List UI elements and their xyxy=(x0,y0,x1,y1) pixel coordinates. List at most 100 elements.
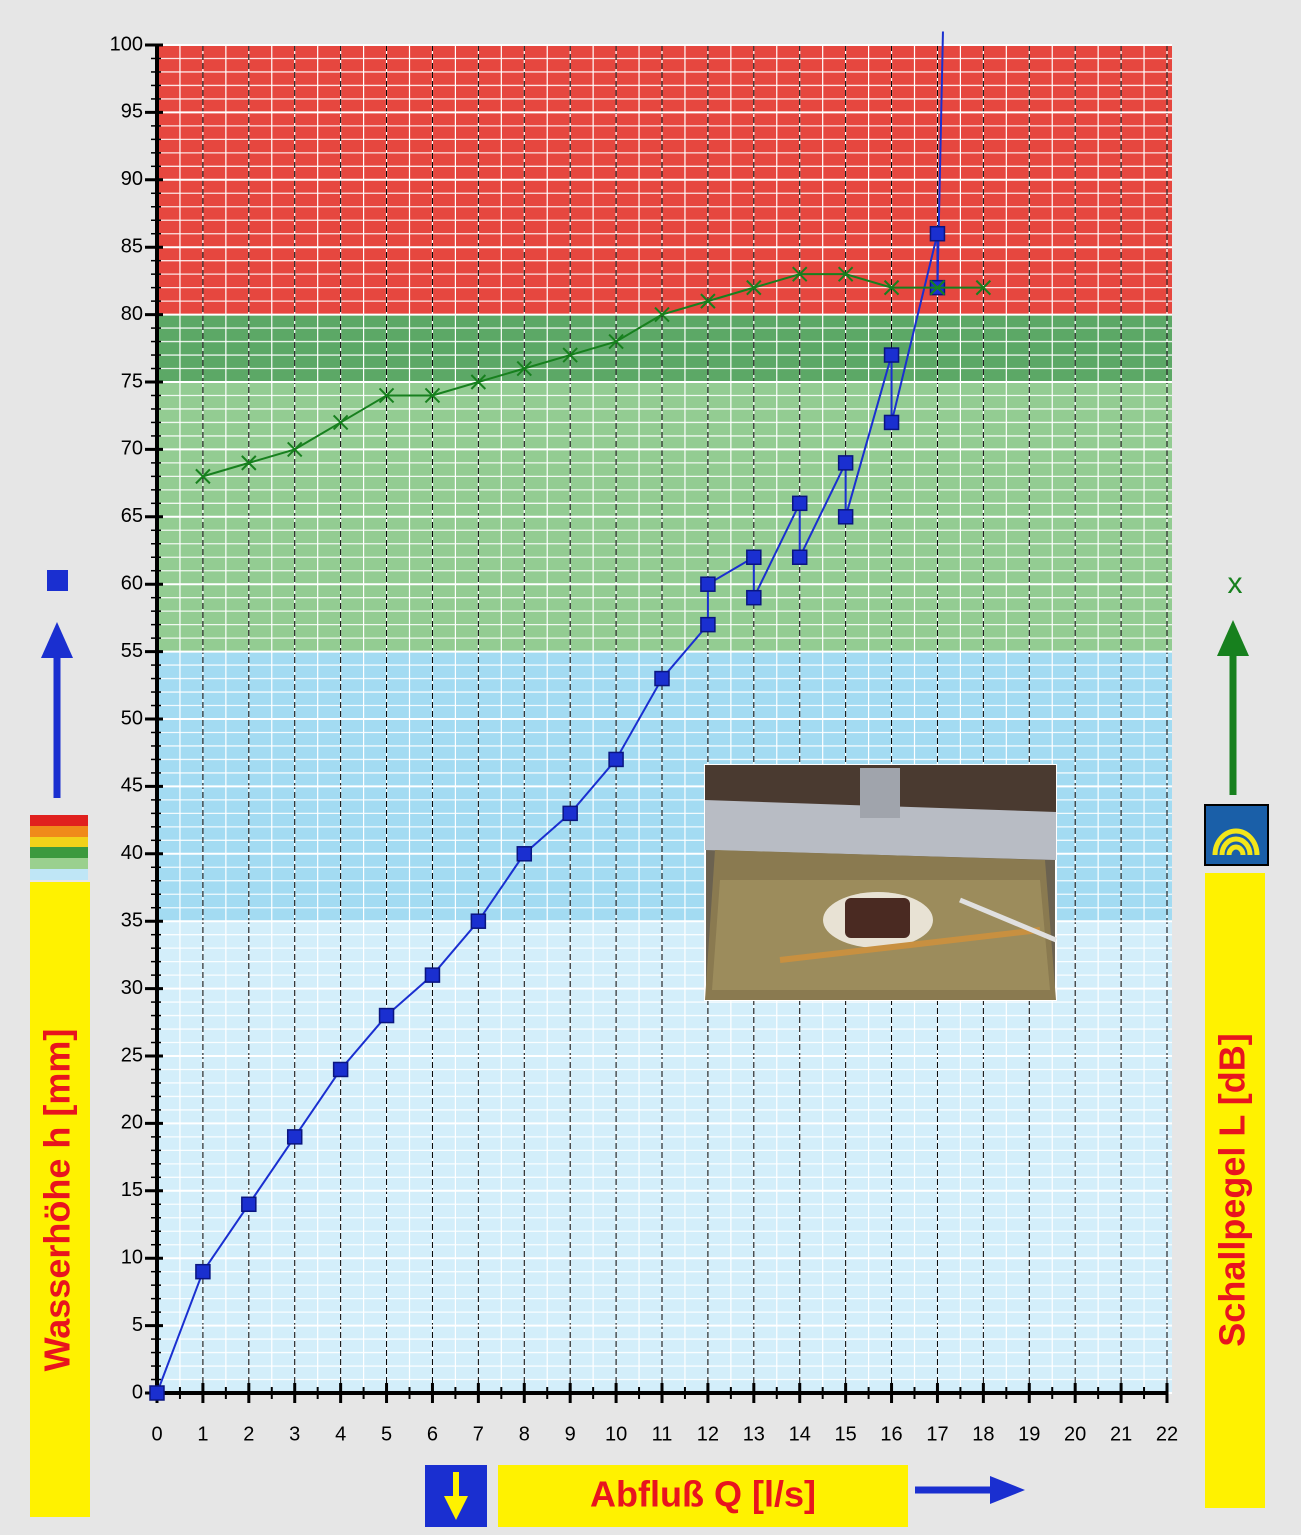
x-tick-label: 13 xyxy=(743,1423,765,1445)
y-tick-label: 55 xyxy=(121,640,143,662)
marker xyxy=(792,266,808,282)
x-tick-label: 14 xyxy=(789,1423,811,1445)
y-tick-label: 75 xyxy=(121,370,143,392)
marker xyxy=(929,279,946,296)
y-tick-label: 20 xyxy=(121,1112,143,1134)
band xyxy=(157,314,1172,382)
y-tick-label: 80 xyxy=(121,303,143,325)
x-tick-label: 0 xyxy=(151,1423,162,1445)
y-tick-label: 35 xyxy=(121,909,143,931)
y-tick-label: 45 xyxy=(121,775,143,797)
marker xyxy=(654,306,670,323)
y2-title-box xyxy=(1205,873,1265,1508)
y-tick-label: 100 xyxy=(110,33,143,55)
marker xyxy=(562,347,578,363)
color-stripes xyxy=(30,815,88,880)
marker xyxy=(929,225,946,242)
y-axis-title: Wasserhöhe h [mm] xyxy=(37,1029,78,1372)
marker xyxy=(332,1061,349,1078)
x-tick-label: 10 xyxy=(605,1423,627,1445)
x-tick-label: 5 xyxy=(381,1423,392,1445)
legend-x: x xyxy=(1228,567,1243,600)
y-title-box xyxy=(30,882,90,1517)
y-tick-label: 60 xyxy=(121,572,143,594)
x-tick-label: 2 xyxy=(243,1423,254,1445)
x-tick-label: 9 xyxy=(565,1423,576,1445)
x-tick-label: 21 xyxy=(1110,1423,1132,1445)
marker xyxy=(791,495,808,512)
marker xyxy=(241,1196,257,1213)
y-tick-label: 40 xyxy=(121,842,143,864)
marker xyxy=(608,751,624,768)
x-tick-label: 16 xyxy=(880,1423,902,1445)
y-tick-label: 5 xyxy=(132,1314,143,1336)
sound-icon xyxy=(1204,804,1269,866)
marker xyxy=(286,1129,303,1145)
marker xyxy=(700,616,716,633)
x-tick-label: 17 xyxy=(926,1423,948,1445)
photo-inset xyxy=(704,764,1057,1001)
y-tick-label: 15 xyxy=(121,1179,143,1201)
marker xyxy=(470,374,487,390)
marker xyxy=(241,455,257,471)
marker xyxy=(378,387,395,404)
legend-square xyxy=(47,570,68,591)
arrow-head xyxy=(41,622,73,658)
marker xyxy=(470,913,487,929)
x-tick-label: 12 xyxy=(697,1423,719,1445)
marker xyxy=(837,509,854,525)
marker xyxy=(287,441,303,458)
marker xyxy=(746,549,762,565)
x-tick-label: 4 xyxy=(335,1423,346,1445)
x-tick-label: 3 xyxy=(289,1423,300,1445)
x-tick-label: 1 xyxy=(197,1423,208,1445)
x-tick-label: 19 xyxy=(1018,1423,1040,1445)
y2-axis-title: Schallpegel L [dB] xyxy=(1212,1033,1253,1346)
marker xyxy=(195,468,211,485)
arrow-head xyxy=(990,1476,1025,1504)
x-tick-label: 15 xyxy=(835,1423,857,1445)
y-tick-label: 50 xyxy=(121,707,143,729)
series-line xyxy=(202,273,984,478)
marker xyxy=(746,279,762,296)
marker xyxy=(883,279,900,296)
marker xyxy=(149,1385,165,1401)
marker xyxy=(654,670,670,687)
marker xyxy=(516,846,533,862)
y-tick-label: 30 xyxy=(121,977,143,999)
x-tick-label: 22 xyxy=(1156,1423,1178,1445)
arrow-head xyxy=(444,1496,468,1520)
marker xyxy=(837,266,854,282)
marker xyxy=(791,549,808,565)
marker xyxy=(700,576,716,592)
x-tick-label: 6 xyxy=(427,1423,438,1445)
marker xyxy=(883,347,900,363)
y-tick-label: 25 xyxy=(121,1044,143,1066)
y-tick-label: 0 xyxy=(132,1381,143,1403)
y-tick-label: 10 xyxy=(121,1246,143,1268)
marker xyxy=(975,279,992,296)
marker xyxy=(424,387,441,404)
marker xyxy=(562,805,578,822)
marker xyxy=(332,414,349,431)
x-tick-label: 8 xyxy=(519,1423,530,1445)
y-tick-label: 85 xyxy=(121,235,143,257)
marker xyxy=(837,455,854,471)
marker xyxy=(424,967,441,983)
marker xyxy=(608,333,624,350)
marker xyxy=(883,414,900,431)
y-tick-label: 70 xyxy=(121,438,143,460)
marker xyxy=(746,589,762,606)
x-title-box xyxy=(498,1465,908,1527)
x-axis-title: Abfluß Q [l/s] xyxy=(590,1474,816,1515)
marker xyxy=(378,1007,395,1024)
y-tick-label: 90 xyxy=(121,168,143,190)
y-tick-label: 65 xyxy=(121,505,143,527)
marker xyxy=(700,293,716,309)
marker xyxy=(195,1263,211,1280)
marker xyxy=(516,360,532,377)
x-tick-label: 20 xyxy=(1064,1423,1086,1445)
x-tick-label: 18 xyxy=(972,1423,994,1445)
x-tick-label: 7 xyxy=(473,1423,484,1445)
